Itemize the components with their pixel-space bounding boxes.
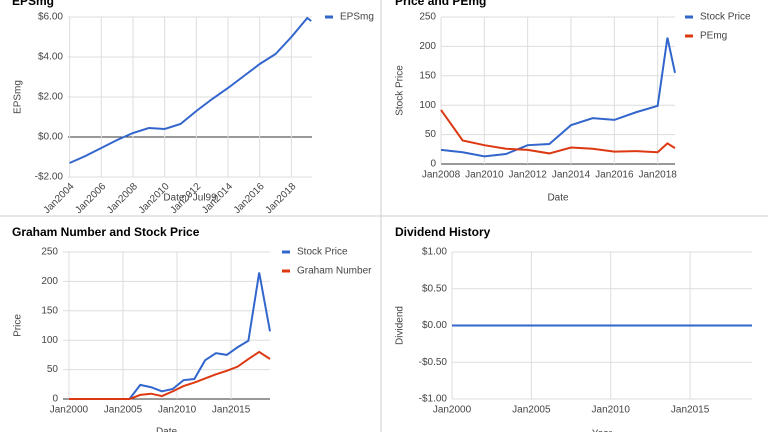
y-tick-label: -$1.00 [419,394,448,405]
legend-label: EPSmg [340,12,374,23]
y-tick-label: 50 [425,129,437,140]
legend-label: PEmg [700,31,727,42]
chart-title: EPSmg [12,0,54,8]
y-tick-label: 100 [419,100,436,111]
series-line [68,350,271,400]
x-tick-label: Jan2010 [465,170,504,181]
chart-title: Graham Number and Stock Price [12,225,200,239]
x-tick-label: Jan2014 [552,170,591,181]
y-tick-label: $4.00 [38,52,63,63]
x-tick-label: Jan2015 [212,405,251,416]
y-tick-label: -$0.50 [419,357,448,368]
x-tick-label: Jan2000 [433,405,472,416]
series-line [440,37,676,158]
y-tick-label: 150 [41,305,58,316]
x-tick-label: Jan2005 [512,405,551,416]
y-tick-label: 250 [419,12,436,23]
series-line [440,109,676,155]
y-tick-label: $0.00 [38,132,63,143]
y-tick-label: 250 [41,247,58,258]
x-axis-title: Date / Jul99 [163,193,217,204]
x-axis-title: Date [156,427,178,432]
y-tick-label: 150 [419,70,436,81]
y-tick-label: 200 [419,41,436,52]
y-tick-label: 100 [41,335,58,346]
y-tick-label: $1.00 [422,247,447,258]
series-line [69,16,312,164]
y-tick-label: $0.00 [422,320,447,331]
x-tick-label: Jan2015 [671,405,710,416]
y-tick-label: $0.50 [422,283,447,294]
y-tick-label: 200 [41,276,58,287]
x-tick-label: Jan2010 [592,405,631,416]
x-tick-label: Jan2010 [158,405,197,416]
y-axis-title: Price [13,314,24,337]
y-axis-title: EPSmg [13,80,24,114]
x-tick-label: Jan2018 [638,170,677,181]
y-tick-label: $2.00 [38,92,63,103]
series-line [68,272,271,400]
chart-title: Price and PEmg [395,0,486,8]
legend-label: Graham Number [297,266,372,277]
y-axis-title: Dividend [395,306,406,345]
y-axis-title: Stock Price [395,65,406,116]
y-tick-label: 0 [52,394,58,405]
y-tick-label: 0 [430,159,436,170]
chart-title: Dividend History [395,225,491,239]
y-tick-label: -$2.00 [35,172,64,183]
x-tick-label: Jan2005 [104,405,143,416]
x-axis-title: Date [547,193,569,204]
x-tick-label: Jan2008 [422,170,461,181]
x-tick-label: Jan2012 [508,170,547,181]
x-tick-label: Jan2000 [50,405,89,416]
legend-label: Stock Price [297,247,348,258]
legend-label: Stock Price [700,12,751,23]
y-tick-label: 50 [47,364,59,375]
x-tick-label: Jan2016 [595,170,634,181]
y-tick-label: $6.00 [38,12,63,23]
x-axis-title: Year [592,429,613,432]
